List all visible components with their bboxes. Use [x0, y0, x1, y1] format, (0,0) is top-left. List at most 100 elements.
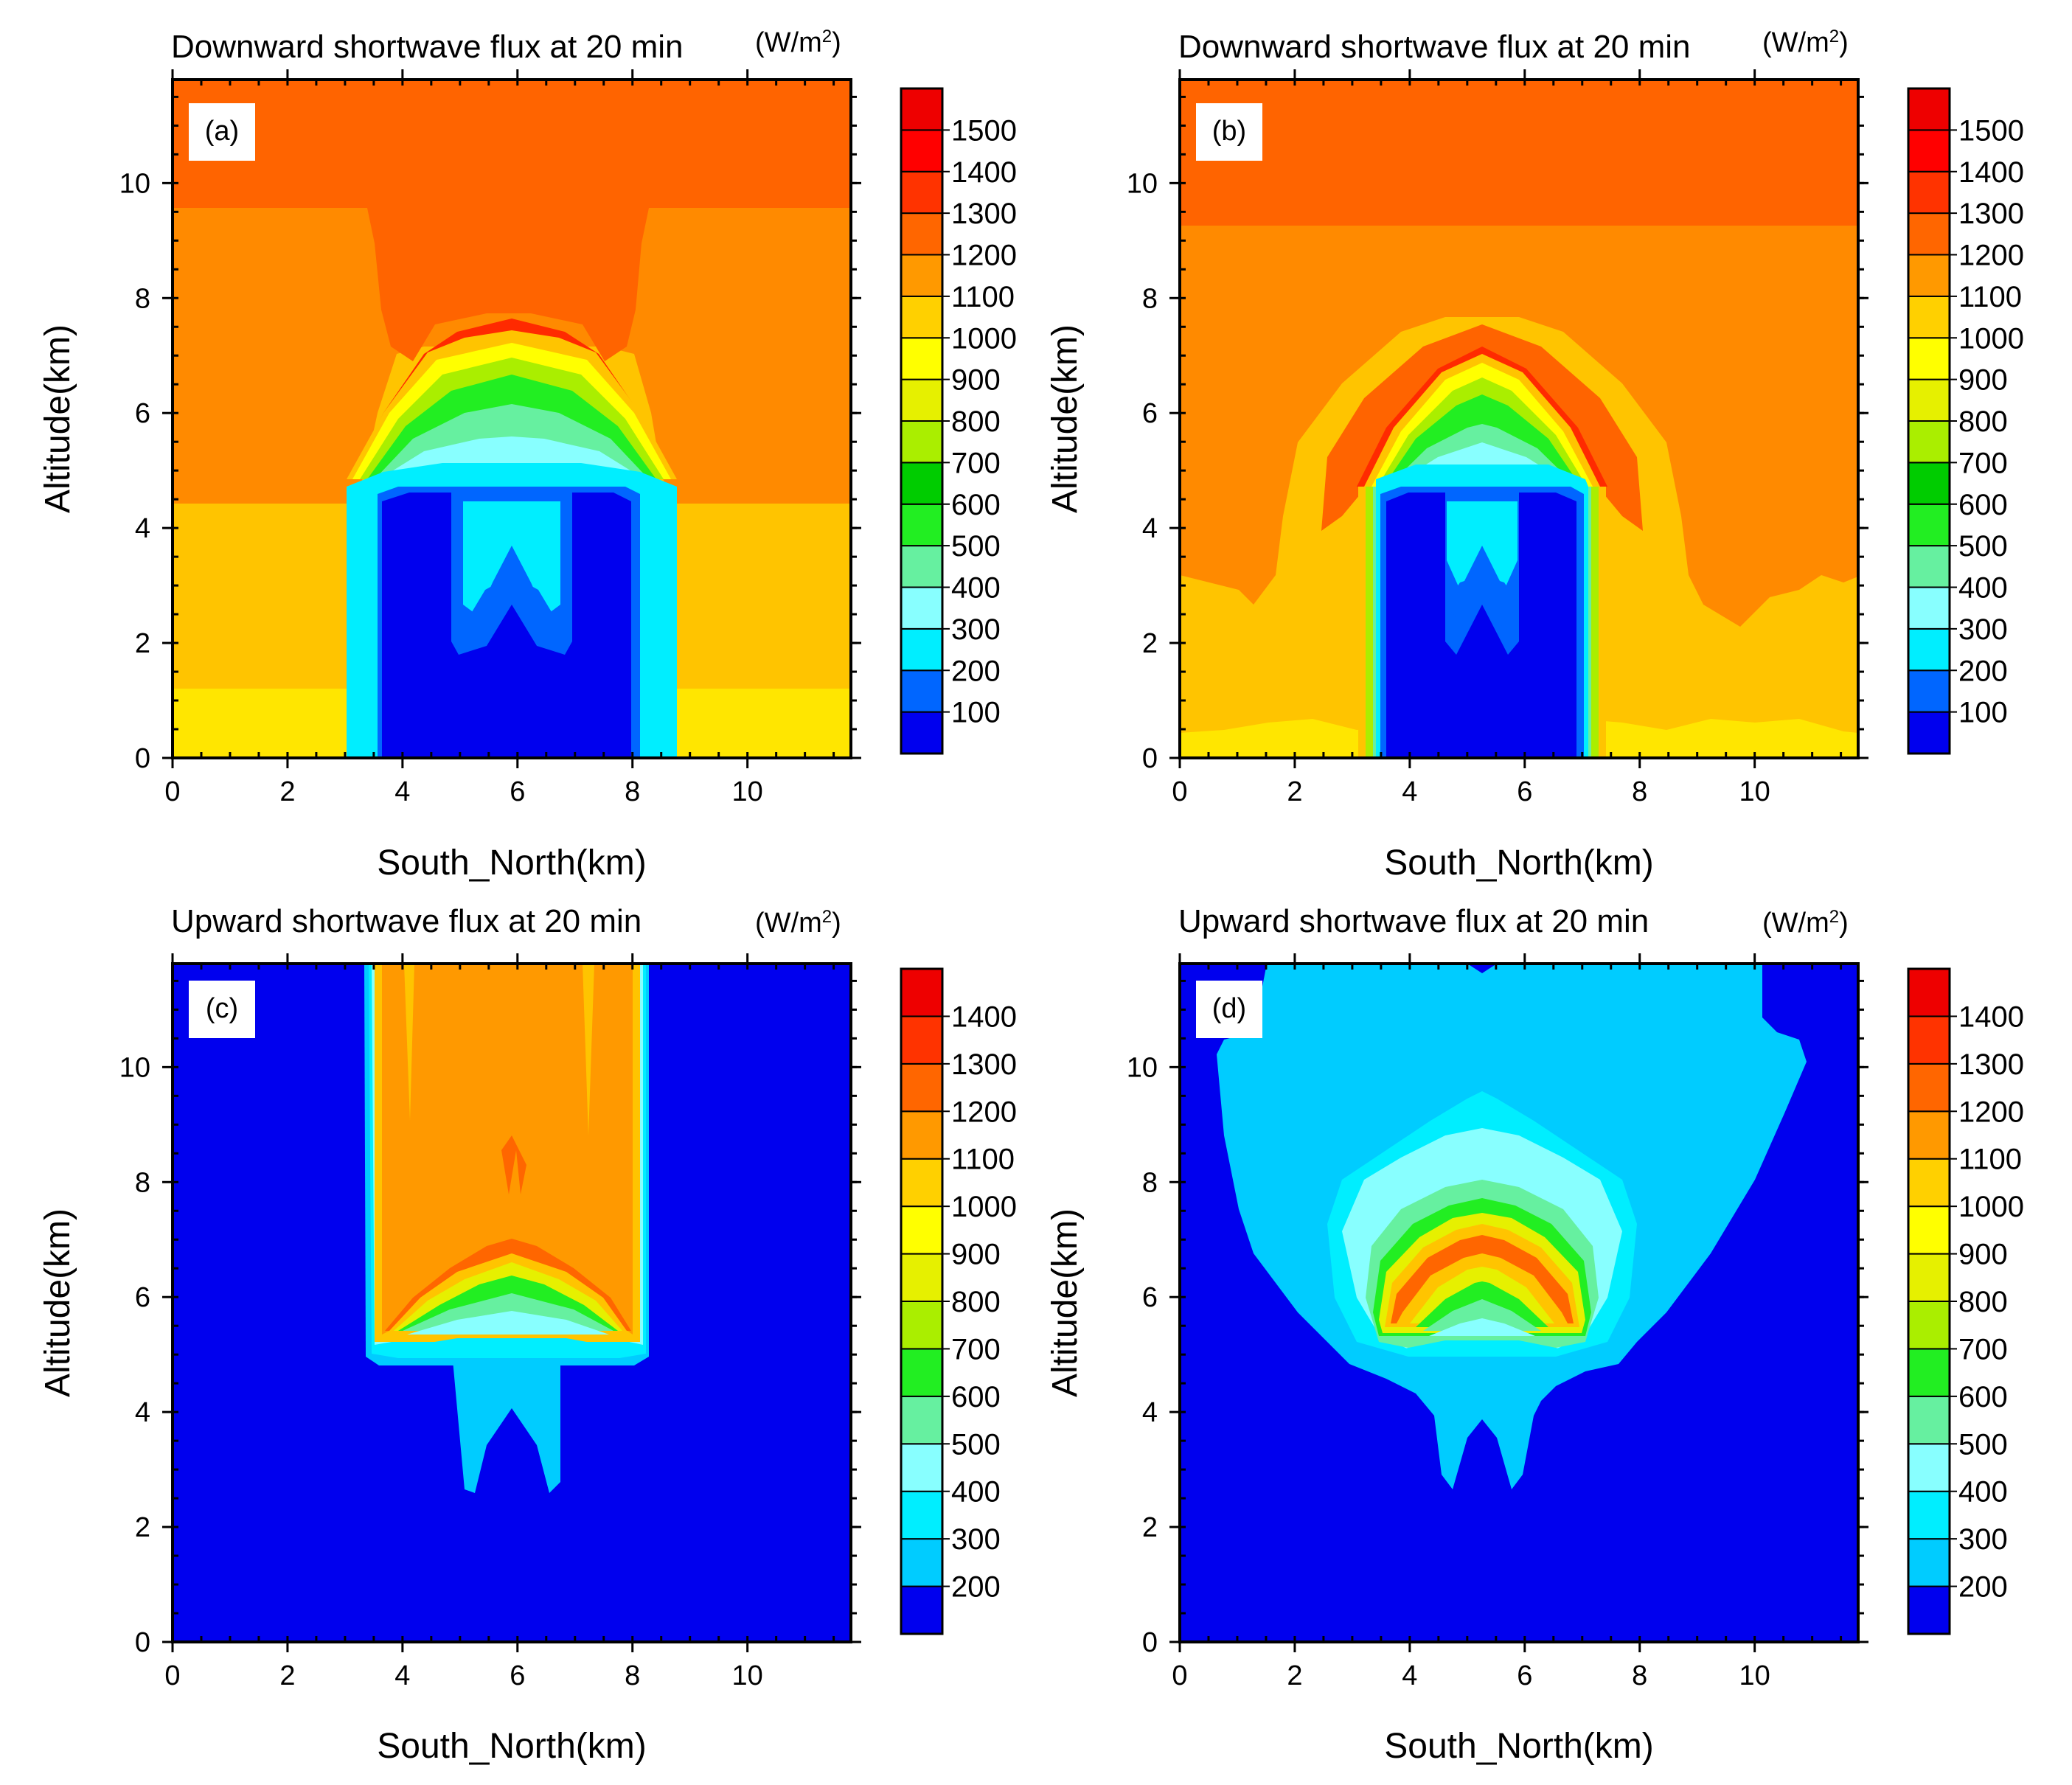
colorbar-label: 1200: [1958, 240, 2024, 272]
colorbar-swatch: [1908, 254, 1950, 297]
colorbar-label: 500: [951, 1428, 1001, 1461]
colorbar-swatch: [900, 254, 943, 297]
colorbar-label: 600: [951, 489, 1001, 521]
y-tick-label: 4: [1142, 1397, 1158, 1428]
colorbar-label: 200: [1958, 655, 2008, 687]
y-tick-label: 10: [1127, 1052, 1158, 1083]
colorbar-label: 900: [1958, 364, 2008, 397]
colorbar-label: 1400: [1958, 1001, 2024, 1033]
panel-a-colorbar: 100 200 300 400 500 600 700 800 900 1000 1100 1200 1…: [900, 87, 1017, 755]
panel-d-colorbar: 200 300 400 500 600 700 800 900 1000 1100 1200 1300…: [1907, 967, 2024, 1635]
y-tick-label: 2: [1142, 1512, 1158, 1543]
colorbar-frame: [900, 967, 944, 1635]
colorbar-swatch: [900, 420, 943, 464]
colorbar-swatch: [900, 1062, 943, 1113]
colorbar-swatch: [900, 129, 943, 173]
panel-c-label-box: (c): [189, 981, 255, 1038]
colorbar-swatch: [1908, 88, 1950, 131]
colorbar-label: 900: [951, 364, 1001, 397]
colorbar-swatch: [900, 378, 943, 422]
y-tick-label: 2: [135, 1512, 150, 1543]
colorbar-label: 700: [1958, 447, 2008, 479]
colorbar-swatch: [1908, 503, 1950, 547]
panel-c-units: (W/m2): [755, 907, 841, 939]
colorbar-label: 300: [1958, 613, 2008, 646]
colorbar-label: 400: [1958, 1476, 2008, 1509]
y-tick-label: 2: [135, 628, 150, 659]
colorbar-swatch: [1908, 378, 1950, 422]
colorbar-swatch: [1908, 462, 1950, 505]
colorbar-label: 1000: [951, 322, 1017, 355]
colorbar-label: 800: [951, 1286, 1001, 1318]
x-tick-label: 4: [394, 1660, 410, 1691]
colorbar-swatch: [1908, 1490, 1950, 1540]
x-tick-label: 0: [1172, 776, 1187, 807]
panel-c: (c) 0 2 4 6 8 10 0 2 4 6 8 10 Upward shortwave flu…: [38, 903, 1017, 1766]
colorbar-label: 800: [1958, 406, 2008, 438]
cloud-core-notch-inner: [472, 575, 552, 634]
panel-d-y-axis: 0 2 4 6 8 10: [1127, 979, 1868, 1658]
streak-1100-a: [404, 964, 414, 1121]
x-tick-label: 2: [1287, 776, 1302, 807]
colorbar-swatch: [1908, 711, 1950, 754]
colorbar-swatch: [1908, 1110, 1950, 1160]
ring-400-inner: [1401, 1340, 1563, 1349]
panel-a-label: (a): [205, 116, 239, 147]
streak-1100-b: [583, 964, 594, 1135]
colorbar-label: 800: [951, 406, 1001, 438]
panel-c-label: (c): [206, 993, 238, 1024]
colorbar-label: 1500: [951, 114, 1017, 147]
panel-b-label-box: (b): [1196, 103, 1262, 161]
colorbar-swatch: [900, 295, 943, 339]
y-tick-label: 2: [1142, 628, 1158, 659]
panel-c-ylabel: Altitude(km): [38, 1208, 77, 1397]
colorbar-label: 200: [951, 1571, 1001, 1604]
colorbar-label: 1200: [1958, 1096, 2024, 1128]
y-tick-label: 10: [119, 168, 150, 199]
colorbar-label: 1400: [1958, 156, 2024, 189]
panel-a-title: Downward shortwave flux at 20 min: [171, 29, 684, 65]
x-tick-label: 6: [1517, 776, 1532, 807]
panel-b-units: (W/m2): [1762, 27, 1849, 59]
colorbar-label: 1400: [951, 156, 1017, 189]
x-tick-label: 4: [1402, 1660, 1417, 1691]
y-tick-label: 8: [135, 283, 150, 314]
panel-a-ylabel: Altitude(km): [38, 324, 77, 513]
panel-a-xlabel: South_North(km): [377, 843, 646, 883]
colorbar-swatch: [1908, 170, 1950, 215]
panel-a-plot-frame: [171, 78, 852, 759]
panel-c-xlabel: South_North(km): [377, 1727, 646, 1766]
colorbar-swatch: [1908, 1158, 1950, 1208]
colorbar-label: 1000: [951, 1191, 1017, 1223]
panel-d-label: (d): [1212, 993, 1246, 1024]
panel-a: (a) 0 2 4 6 8 10 0 2 4 6 8 10 Downward shortwave f…: [38, 27, 1017, 883]
colorbar-swatch: [900, 170, 943, 215]
colorbar-swatch: [900, 1110, 943, 1160]
panel-b-ylabel: Altitude(km): [1046, 324, 1085, 513]
y-tick-label: 10: [119, 1052, 150, 1083]
y-tick-label: 10: [1127, 168, 1158, 199]
x-tick-label: 4: [394, 776, 410, 807]
panel-b-field: [1180, 80, 1858, 758]
colorbar-swatch: [1908, 1062, 1950, 1113]
panel-a-x-axis: 0 2 4 6 8 10: [164, 69, 835, 807]
colorbar-swatch: [900, 1015, 943, 1065]
colorbar-label: 1300: [1958, 198, 2024, 230]
ring-500: [407, 1311, 609, 1335]
y-tick-label: 0: [1142, 1627, 1158, 1658]
x-tick-label: 2: [279, 776, 295, 807]
panel-d-xlabel: South_North(km): [1384, 1727, 1653, 1766]
streak-1300: [501, 1135, 526, 1194]
colorbar-label: 1100: [1958, 281, 2022, 313]
colorbar-swatch: [1908, 1443, 1950, 1492]
tail-300: [453, 1360, 560, 1493]
band-1300-top: [173, 80, 851, 361]
colorbar-swatch: [1908, 627, 1950, 672]
colorbar-label: 800: [1958, 1286, 2008, 1318]
colorbar-swatch: [1908, 1538, 1950, 1587]
x-tick-label: 2: [279, 1660, 295, 1691]
colorbar-swatch: [1908, 1015, 1950, 1065]
panel-d-plot-frame: [1178, 962, 1860, 1643]
colorbar-swatch: [900, 88, 943, 131]
y-tick-label: 0: [135, 1627, 150, 1658]
